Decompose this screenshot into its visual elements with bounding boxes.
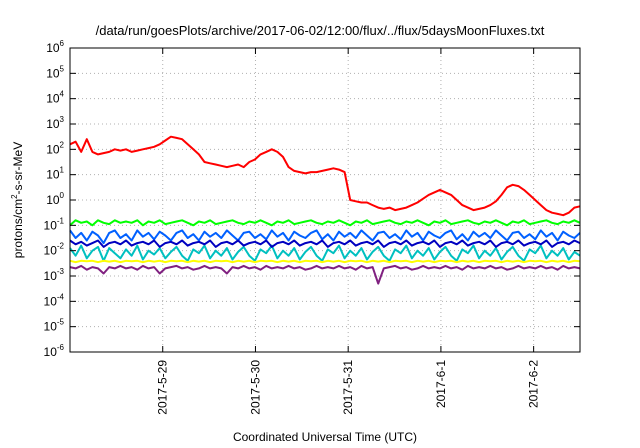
series-line-6	[69, 264, 581, 285]
y-tick-exponent: -6	[57, 343, 65, 352]
y-tick-base: 10	[44, 320, 58, 334]
y-tick-exponent: -3	[57, 267, 65, 276]
series-line-5	[69, 259, 581, 264]
y-tick-exponent: 3	[60, 115, 65, 124]
y-tick-base: 10	[46, 117, 60, 131]
y-tick-label: 10-2	[44, 242, 65, 258]
y-tick-exponent: 1	[60, 166, 65, 175]
y-tick-base: 10	[46, 66, 60, 80]
y-tick-label: 105	[46, 64, 64, 80]
x-tick-label: 2017-6-2	[527, 360, 541, 408]
x-tick-label: 2017-5-31	[341, 360, 355, 415]
y-axis-label-sup: 2	[10, 194, 19, 199]
y-tick-exponent: 4	[60, 90, 65, 99]
y-tick-exponent: 2	[60, 140, 65, 149]
y-tick-exponent: -2	[57, 242, 65, 251]
chart-title: /data/run/goesPlots/archive/2017-06-02/1…	[96, 23, 545, 38]
y-axis-label: protons/cm2-s-sr-MeV	[10, 142, 25, 258]
x-tick-label: 2017-6-1	[434, 360, 448, 408]
y-tick-exponent: 0	[60, 191, 65, 200]
series-line-3	[69, 244, 581, 262]
axes: 10-610-510-410-310-210-11001011021031041…	[44, 39, 581, 415]
y-tick-exponent: -5	[57, 318, 65, 327]
series-line-2	[69, 229, 581, 245]
y-axis-label-post: -s-sr-MeV	[11, 142, 25, 195]
series-group	[69, 135, 581, 285]
y-tick-base: 10	[44, 218, 58, 232]
y-tick-exponent: -4	[57, 292, 65, 301]
y-tick-base: 10	[46, 193, 60, 207]
y-tick-label: 10-1	[44, 216, 65, 232]
y-tick-base: 10	[44, 294, 58, 308]
y-tick-base: 10	[44, 345, 58, 359]
y-tick-label: 100	[46, 191, 64, 207]
y-tick-exponent: 6	[60, 39, 65, 48]
y-tick-base: 10	[44, 244, 58, 258]
y-tick-base: 10	[46, 168, 60, 182]
y-tick-exponent: 5	[60, 64, 65, 73]
x-axis-label: Coordinated Universal Time (UTC)	[233, 430, 417, 444]
y-tick-label: 101	[46, 166, 64, 182]
y-tick-base: 10	[46, 142, 60, 156]
series-line-4	[69, 239, 581, 248]
plot-frame	[69, 47, 581, 353]
y-tick-label: 10-6	[44, 343, 65, 359]
series-line-1	[69, 219, 581, 227]
y-tick-label: 10-4	[44, 292, 65, 308]
y-tick-label: 104	[46, 90, 64, 106]
grid	[70, 48, 580, 352]
y-tick-label: 102	[46, 140, 64, 156]
y-tick-exponent: -1	[57, 216, 65, 225]
y-tick-label: 103	[46, 115, 64, 131]
y-tick-base: 10	[44, 269, 58, 283]
y-tick-label: 106	[46, 39, 64, 55]
series-line-0	[69, 135, 581, 217]
x-tick-label: 2017-5-30	[248, 360, 262, 415]
x-tick-label: 2017-5-29	[156, 360, 170, 415]
y-tick-label: 10-3	[44, 267, 65, 283]
y-tick-base: 10	[46, 92, 60, 106]
y-axis-label-pre: protons/cm	[11, 199, 25, 258]
y-tick-base: 10	[46, 41, 60, 55]
y-tick-label: 10-5	[44, 318, 65, 334]
